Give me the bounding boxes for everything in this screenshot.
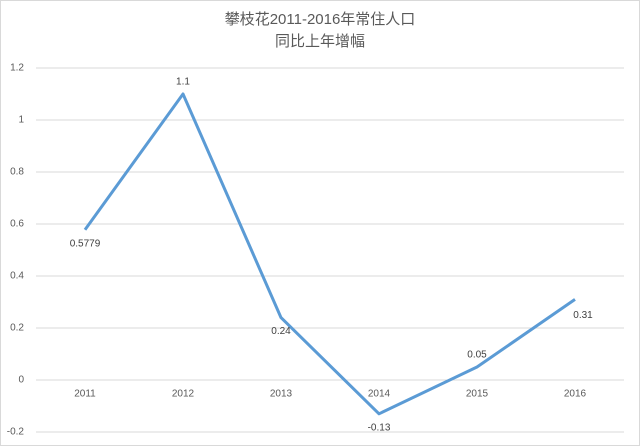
x-tick-label: 2016 — [564, 389, 587, 400]
data-label: 1.1 — [176, 77, 190, 88]
y-tick-label: 1 — [18, 115, 24, 126]
data-line — [83, 92, 576, 416]
data-label: 0.31 — [573, 310, 593, 321]
data-label: -0.13 — [368, 422, 391, 433]
y-tick-label: 0.8 — [10, 167, 24, 178]
chart-title: 同比上年增幅 — [275, 33, 365, 50]
x-tick-label: 2013 — [270, 389, 293, 400]
y-tick-label: 1.2 — [10, 63, 24, 74]
y-tick-label: 0.2 — [10, 323, 24, 334]
y-tick-label: -0.2 — [7, 427, 25, 438]
x-tick-label: 2015 — [466, 389, 489, 400]
y-tick-label: 0.4 — [10, 271, 24, 282]
data-label: 0.5779 — [70, 238, 101, 249]
y-tick-label: 0.6 — [10, 219, 24, 230]
x-tick-label: 2014 — [368, 389, 391, 400]
x-tick-label: 2011 — [74, 389, 96, 400]
data-label: 0.24 — [271, 326, 291, 337]
chart-title: 攀枝花2011-2016年常住人口 — [225, 11, 416, 28]
x-tick-label: 2012 — [172, 389, 195, 400]
y-tick-label: 0 — [18, 375, 24, 386]
data-label: 0.05 — [467, 350, 487, 361]
